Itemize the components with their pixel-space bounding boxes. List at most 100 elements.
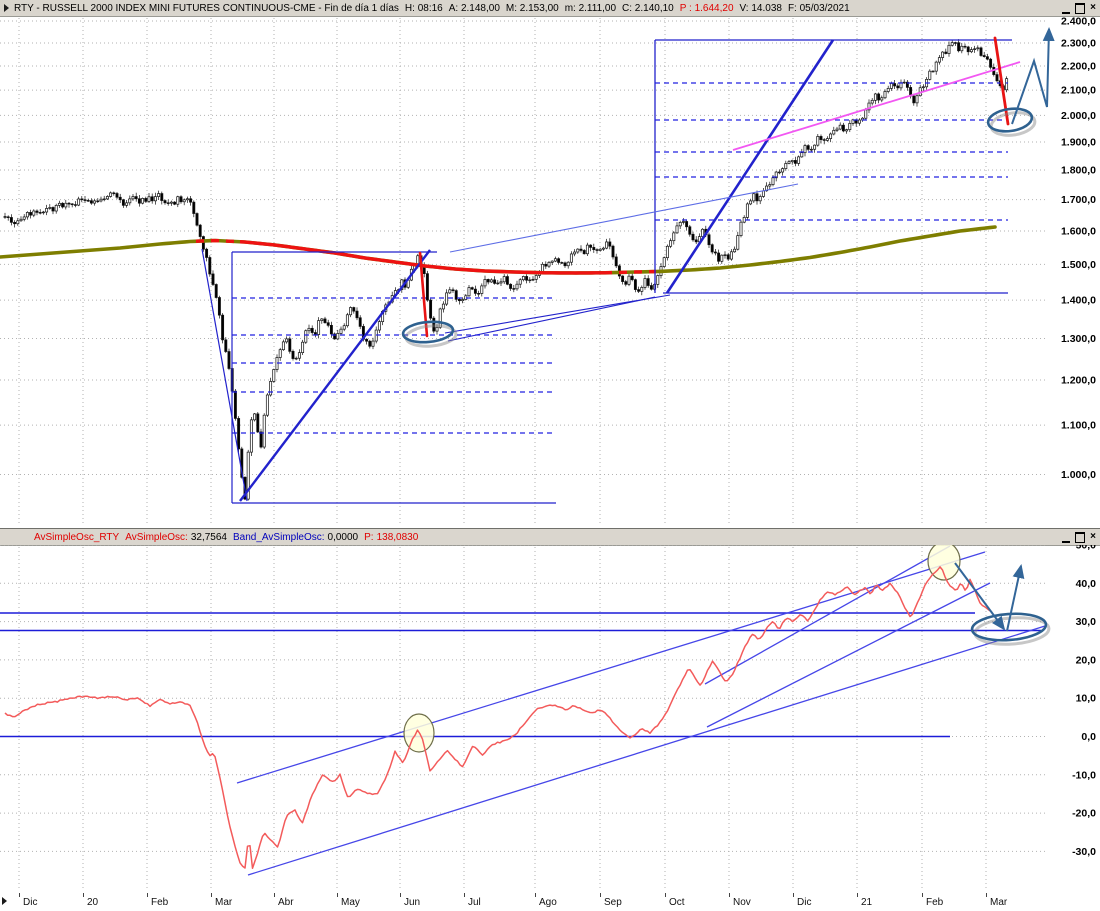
time-tick [729, 893, 730, 897]
svg-text:1.800,0: 1.800,0 [1061, 164, 1096, 176]
osc-projection-arrow [954, 562, 1006, 631]
svg-text:0,0: 0,0 [1081, 731, 1096, 743]
time-tick [400, 893, 401, 897]
month-label: May [341, 897, 360, 908]
month-label: Jun [404, 897, 421, 908]
svg-text:30,0: 30,0 [1076, 616, 1097, 628]
projection-target-ellipse [986, 107, 1034, 133]
osc-p-label: P: [364, 531, 374, 543]
svg-text:-10,0: -10,0 [1072, 769, 1096, 781]
quote-field: M: 2.153,00 [505, 2, 559, 14]
osc-target-ellipse [970, 612, 1048, 642]
instrument-title: RTY - RUSSELL 2000 INDEX MINI FUTURES CO… [14, 2, 399, 14]
month-label: Nov [733, 897, 751, 908]
oscillator-svg[interactable]: 50,0 40,0 30,0 20,0 10,0 0,0 -10,0 -20,0 -30,0 [0, 545, 1100, 893]
red-moving-average [195, 238, 241, 244]
month-label: Dic [23, 897, 38, 908]
month-label: Abr [278, 897, 294, 908]
panel-play-icon[interactable] [4, 4, 9, 12]
svg-text:-20,0: -20,0 [1072, 808, 1096, 820]
osc-projection-arrow [1006, 564, 1025, 632]
quote-field: V: 14.038 [739, 2, 782, 14]
osc-channel-line [704, 545, 951, 685]
month-label: 21 [861, 897, 873, 908]
osc-channel-line [236, 551, 986, 784]
maximize-button[interactable] [1075, 2, 1086, 14]
svg-text:10,0: 10,0 [1076, 693, 1097, 705]
osc-series-name: AvSimpleOsc_RTY [34, 531, 120, 543]
candlestick-series [3, 39, 1009, 501]
time-tick [922, 893, 923, 897]
time-tick [464, 893, 465, 897]
month-label: Mar [990, 897, 1008, 908]
time-tick [665, 893, 666, 897]
quote-fields: H: 08:16 A: 2.148,00 M: 2.153,00 m: 2.111,0… [405, 3, 856, 14]
osc-band-value: 0,0000 [327, 531, 359, 543]
close-button[interactable]: × [1090, 2, 1096, 13]
price-panel-titlebar[interactable]: RTY - RUSSELL 2000 INDEX MINI FUTURES CO… [0, 0, 1100, 17]
time-tick [986, 893, 987, 897]
osc-maximize-button[interactable] [1075, 531, 1086, 543]
quote-field: F: 05/03/2021 [787, 2, 850, 14]
osc-p-value: 138,0830 [376, 531, 419, 543]
time-tick [535, 893, 536, 897]
price-chart-svg[interactable]: 2.400,0 2.300,0 2.200,0 2.100,0 2.000,0 1.900… [0, 16, 1100, 528]
quote-field: C: 2.140,10 [622, 2, 674, 14]
time-axis: Dic 20 Feb Mar Abr May Jun Jul Ago Sep Oct Nov Dic 21… [0, 893, 1100, 911]
svg-text:1.700,0: 1.700,0 [1061, 194, 1096, 206]
osc-channel-line [706, 582, 991, 728]
svg-text:1.100,0: 1.100,0 [1061, 420, 1096, 432]
svg-text:1.000,0: 1.000,0 [1061, 469, 1096, 481]
svg-text:1.500,0: 1.500,0 [1061, 259, 1096, 271]
osc-channel-line [247, 625, 1046, 876]
time-axis-play-icon[interactable] [2, 897, 7, 905]
magenta-trendline [732, 61, 1021, 151]
month-label: Sep [604, 897, 622, 908]
month-label: Ago [539, 897, 557, 908]
svg-text:1.600,0: 1.600,0 [1061, 225, 1096, 237]
osc-label: AvSimpleOsc: [125, 531, 188, 543]
olive-moving-average [0, 225, 997, 275]
svg-text:2.400,0: 2.400,0 [1061, 16, 1096, 27]
month-label: Dic [797, 897, 812, 908]
svg-text:2.300,0: 2.300,0 [1061, 38, 1096, 50]
time-tick [211, 893, 212, 897]
time-tick [83, 893, 84, 897]
month-label: Jul [468, 897, 481, 908]
month-label: 20 [87, 897, 99, 908]
osc-window-controls: × [1062, 531, 1096, 543]
price-axis-labels: 2.400,0 2.300,0 2.200,0 2.100,0 2.000,0 1.900… [1061, 16, 1096, 481]
month-label: Mar [215, 897, 233, 908]
oscillator-line [4, 566, 991, 870]
trendlines [201, 39, 1012, 504]
quote-field: P : 1.644,20 [679, 2, 734, 14]
osc-band-label: Band_AvSimpleOsc: [233, 531, 325, 543]
window-controls: × [1062, 2, 1096, 14]
price-chart-panel[interactable]: 2.400,0 2.300,0 2.200,0 2.100,0 2.000,0 1.900… [0, 16, 1100, 528]
time-tick [600, 893, 601, 897]
oscillator-panel[interactable]: 50,0 40,0 30,0 20,0 10,0 0,0 -10,0 -20,0 -30,0 [0, 545, 1100, 893]
projection-zigzag-arrow [1011, 27, 1055, 125]
osc-minimize-button[interactable] [1062, 532, 1071, 543]
svg-text:40,0: 40,0 [1076, 578, 1097, 590]
osc-axis-labels: 50,0 40,0 30,0 20,0 10,0 0,0 -10,0 -20,0 -30,0 [1072, 545, 1096, 858]
svg-text:1.900,0: 1.900,0 [1061, 136, 1096, 148]
svg-text:50,0: 50,0 [1076, 545, 1097, 552]
svg-text:1.400,0: 1.400,0 [1061, 295, 1096, 307]
time-tick [274, 893, 275, 897]
month-label: Feb [926, 897, 944, 908]
time-tick [793, 893, 794, 897]
osc-value: 32,7564 [190, 531, 227, 543]
month-label: Oct [669, 897, 685, 908]
oscillator-titlebar[interactable]: AvSimpleOsc_RTY AvSimpleOsc: 32,7564 Ban… [0, 528, 1100, 546]
month-label: Feb [151, 897, 169, 908]
svg-text:1.300,0: 1.300,0 [1061, 333, 1096, 345]
svg-text:20,0: 20,0 [1076, 654, 1097, 666]
osc-close-button[interactable]: × [1090, 531, 1096, 542]
minimize-button[interactable] [1062, 3, 1071, 14]
time-tick [857, 893, 858, 897]
grid [0, 545, 1046, 891]
time-tick [19, 893, 20, 897]
svg-text:1.200,0: 1.200,0 [1061, 375, 1096, 387]
